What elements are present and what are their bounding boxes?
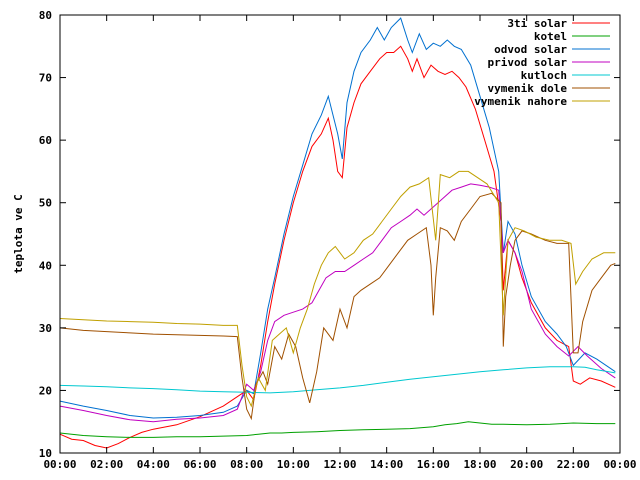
y-tick-label: 30 — [39, 322, 52, 335]
series-line-3 — [60, 184, 615, 422]
x-tick-label: 02:00 — [90, 458, 123, 471]
series-line-6 — [60, 171, 615, 406]
x-tick-label: 04:00 — [137, 458, 170, 471]
legend-label-4: kutloch — [521, 69, 567, 82]
y-tick-label: 80 — [39, 9, 52, 22]
y-tick-label: 10 — [39, 447, 52, 460]
y-tick-label: 70 — [39, 72, 52, 85]
y-tick-label: 40 — [39, 259, 52, 272]
y-tick-label: 50 — [39, 197, 52, 210]
x-tick-label: 20:00 — [510, 458, 543, 471]
legend-label-1: kotel — [534, 30, 567, 43]
y-tick-label: 20 — [39, 384, 52, 397]
legend-label-6: vymenik nahore — [474, 95, 567, 108]
legend-label-2: odvod solar — [494, 43, 567, 56]
legend-label-0: 3ti solar — [507, 17, 567, 30]
series-line-5 — [60, 193, 615, 418]
x-tick-label: 14:00 — [370, 458, 403, 471]
x-tick-label: 12:00 — [323, 458, 356, 471]
x-tick-label: 08:00 — [230, 458, 263, 471]
x-tick-label: 00:00 — [603, 458, 636, 471]
series-line-1 — [60, 422, 615, 438]
y-tick-label: 60 — [39, 134, 52, 147]
x-tick-label: 16:00 — [417, 458, 450, 471]
x-tick-label: 18:00 — [463, 458, 496, 471]
y-axis-label: teplota ve C — [12, 194, 25, 273]
legend-label-3: privod solar — [488, 56, 568, 69]
x-tick-label: 06:00 — [183, 458, 216, 471]
x-tick-label: 22:00 — [557, 458, 590, 471]
x-tick-label: 10:00 — [277, 458, 310, 471]
series-line-4 — [60, 367, 615, 393]
legend-label-5: vymenik dole — [488, 82, 568, 95]
